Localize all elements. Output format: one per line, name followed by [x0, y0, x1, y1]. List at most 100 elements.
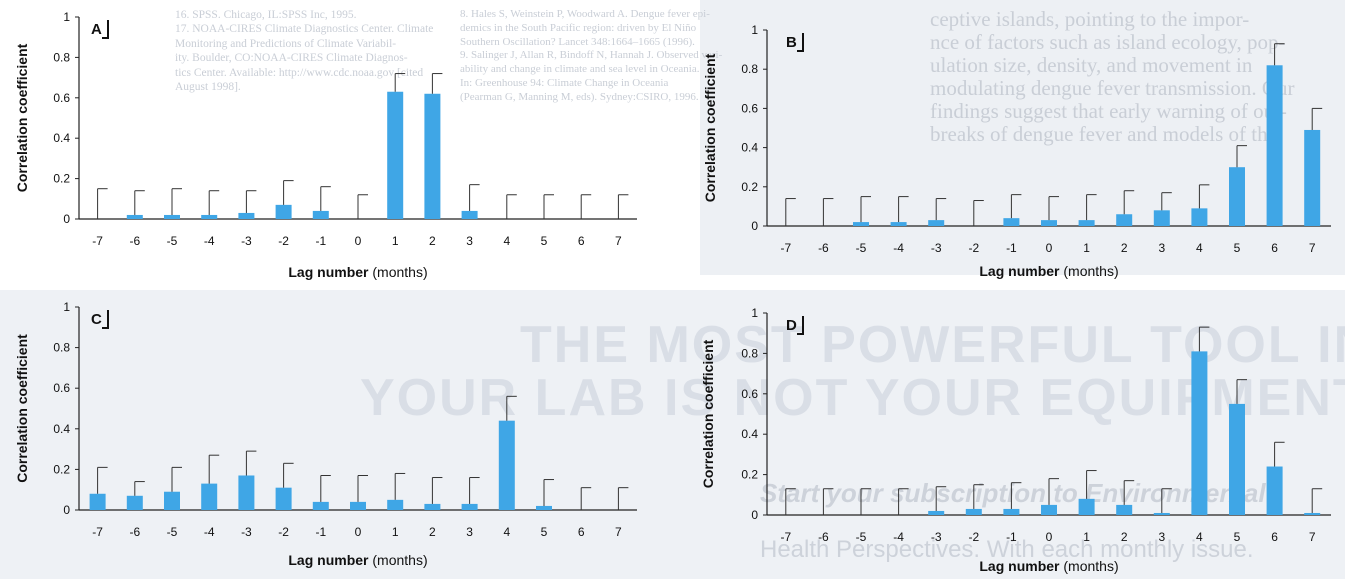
y-axis-title: Correlation coefficient: [700, 339, 716, 488]
x-tick-label: 7: [615, 234, 622, 248]
x-tick-label: -5: [856, 241, 867, 255]
y-tick-label: 0.2: [53, 462, 70, 476]
bar: [928, 220, 945, 226]
x-axis-title: Lag number (months): [288, 264, 427, 280]
bar: [424, 503, 441, 510]
bar: [350, 501, 366, 510]
bar: [164, 491, 180, 510]
panel-letter-bracket: [102, 310, 109, 329]
x-tick-label: -3: [931, 530, 942, 544]
x-tick-label: 6: [1271, 241, 1278, 255]
bar: [536, 505, 552, 510]
bar: [1003, 218, 1020, 226]
x-tick-label: 0: [355, 234, 362, 248]
panel-letter: A: [91, 21, 102, 38]
bar: [1041, 220, 1057, 226]
bar: [238, 212, 255, 219]
x-tick-label: 4: [503, 525, 510, 539]
y-axis-title: Correlation coefficient: [14, 334, 30, 483]
y-tick-label: 1: [751, 306, 758, 320]
bar: [498, 420, 515, 510]
background-body-text-right: ceptive islands, pointing to the impor- …: [930, 7, 1295, 147]
x-tick-label: 1: [1083, 530, 1090, 544]
panel-letter: B: [786, 34, 797, 51]
x-tick-label: -7: [92, 234, 103, 248]
x-tick-label: 5: [1234, 241, 1241, 255]
x-tick-label: -2: [278, 234, 289, 248]
bar: [201, 483, 218, 510]
x-tick-label: 4: [503, 234, 510, 248]
x-axis-title: Lag number (months): [979, 263, 1118, 279]
bar: [1266, 466, 1283, 515]
bar: [1116, 214, 1133, 226]
bar: [424, 93, 441, 219]
background-references-left: 16. SPSS. Chicago, IL:SPSS Inc, 1995. 17…: [175, 9, 434, 93]
x-tick-label: 0: [1046, 530, 1053, 544]
y-tick-label: 0.2: [53, 172, 70, 186]
x-tick-label: -4: [204, 525, 215, 539]
y-tick-label: 0.8: [53, 50, 70, 64]
x-tick-label: -3: [931, 241, 942, 255]
bar: [89, 493, 106, 510]
chart-panel-b: 0 0.2 0.4 0.6 0.8 1 -7 -6 -5 -4 -3 -2 -1 0 1 2 3 4 5 6 7 Lag …: [702, 23, 1331, 279]
bar: [275, 487, 292, 510]
x-tick-label: -6: [818, 530, 829, 544]
y-tick-label: 0.2: [741, 180, 758, 194]
bar: [1078, 498, 1095, 515]
bar: [1041, 504, 1057, 515]
bar: [312, 210, 329, 219]
x-tick-label: 1: [392, 234, 399, 248]
bar: [853, 222, 869, 226]
bar: [387, 91, 404, 219]
y-axis-title: Correlation coefficient: [702, 53, 718, 202]
y-tick-label: 0.4: [741, 427, 758, 441]
x-tick-label: 5: [1234, 530, 1241, 544]
x-tick-label: 6: [578, 234, 585, 248]
y-tick-label: 0.8: [741, 62, 758, 76]
background-ad-heading-1: THE MOST POWERFUL TOOL IN: [520, 316, 1345, 374]
y-tick-label: 1: [63, 300, 70, 314]
x-tick-label: 2: [429, 234, 436, 248]
bar: [1229, 403, 1245, 515]
x-tick-label: 2: [1121, 241, 1128, 255]
background-references-middle: 8. Hales S, Weinstein P, Woodward A. Den…: [460, 8, 723, 103]
bar: [275, 204, 292, 219]
chart-panel-c: 0 0.2 0.4 0.6 0.8 1 -7 -6 -5 -4 -3 -2 -1 0 1 2 3 4 5 6 7 Lag …: [14, 300, 637, 568]
x-tick-label: 3: [1158, 241, 1165, 255]
x-tick-label: 7: [1309, 530, 1316, 544]
x-tick-label: -6: [129, 525, 140, 539]
y-tick-label: 1: [751, 23, 758, 37]
panel-letter: D: [786, 317, 797, 334]
bar: [1153, 512, 1170, 515]
background-ad-heading-2: YOUR LAB IS NOT YOUR EQUIPMENT: [360, 369, 1345, 427]
x-tick-label: 6: [1271, 530, 1278, 544]
x-tick-label: -2: [968, 530, 979, 544]
y-tick-label: 0.6: [741, 387, 758, 401]
bar: [965, 508, 982, 515]
x-tick-label: 7: [1309, 241, 1316, 255]
x-tick-label: -6: [129, 234, 140, 248]
chart-panel-a: 0 0.2 0.4 0.6 0.8 1 -7 -6 -5 -4 -3 -2 -1 0 1 2 3 4 5 6 7 Lag …: [14, 10, 637, 280]
bar: [1153, 210, 1170, 226]
bar: [928, 510, 945, 515]
bar: [1191, 208, 1208, 226]
bar: [126, 495, 143, 510]
bar: [312, 501, 329, 510]
bar: [1003, 508, 1020, 515]
bar: [461, 210, 478, 219]
bar: [201, 214, 218, 219]
y-tick-label: 0.4: [53, 422, 70, 436]
y-tick-label: 0.6: [741, 101, 758, 115]
panel-letter-bracket: [797, 316, 804, 335]
x-axis-title: Lag number (months): [288, 552, 427, 568]
y-tick-label: 1: [63, 10, 70, 24]
x-tick-label: -7: [780, 241, 791, 255]
bar: [164, 214, 180, 219]
x-tick-label: -1: [315, 525, 326, 539]
x-tick-label: 7: [615, 525, 622, 539]
y-axis-title: Correlation coefficient: [14, 43, 30, 192]
x-tick-label: 3: [466, 525, 473, 539]
x-tick-label: 3: [466, 234, 473, 248]
x-axis-title: Lag number (months): [979, 558, 1118, 574]
panel-letter-bracket: [797, 33, 804, 52]
